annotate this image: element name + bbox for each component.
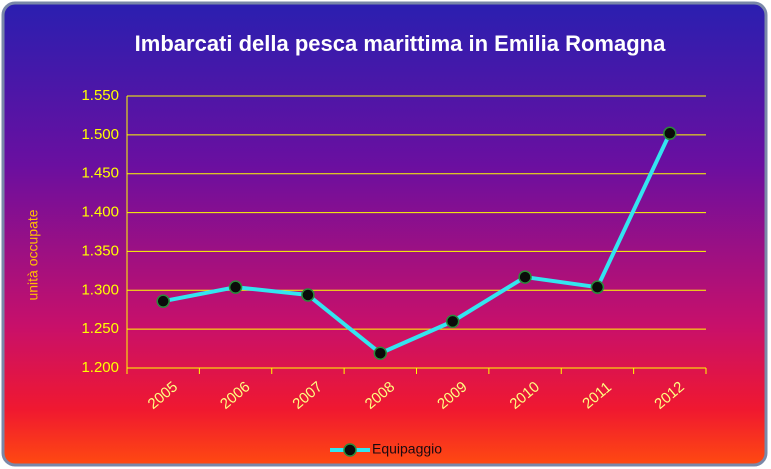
y-axis-label: unità occupate: [25, 209, 41, 300]
chart-title: Imbarcati della pesca marittima in Emili…: [135, 31, 666, 56]
data-point: [518, 270, 532, 284]
data-point: [590, 280, 605, 294]
line-series: [162, 132, 672, 356]
legend-marker: [343, 443, 357, 457]
y-tick-label: 1.200: [81, 359, 119, 376]
legend-label: Equipaggio: [372, 441, 442, 457]
data-point: [663, 126, 677, 141]
data-point: [228, 280, 243, 294]
y-tick-label: 1.400: [81, 204, 119, 221]
y-tick-label: 1.300: [81, 281, 119, 298]
y-tick-label: 1.250: [81, 320, 119, 337]
data-point: [301, 288, 315, 302]
y-tick-label: 1.350: [81, 242, 119, 259]
y-tick-label: 1.450: [81, 165, 119, 182]
y-tick-label: 1.500: [81, 126, 119, 143]
data-point: [156, 294, 170, 308]
data-point: [445, 314, 460, 329]
y-tick-label: 1.550: [81, 87, 119, 104]
data-point: [373, 346, 388, 360]
